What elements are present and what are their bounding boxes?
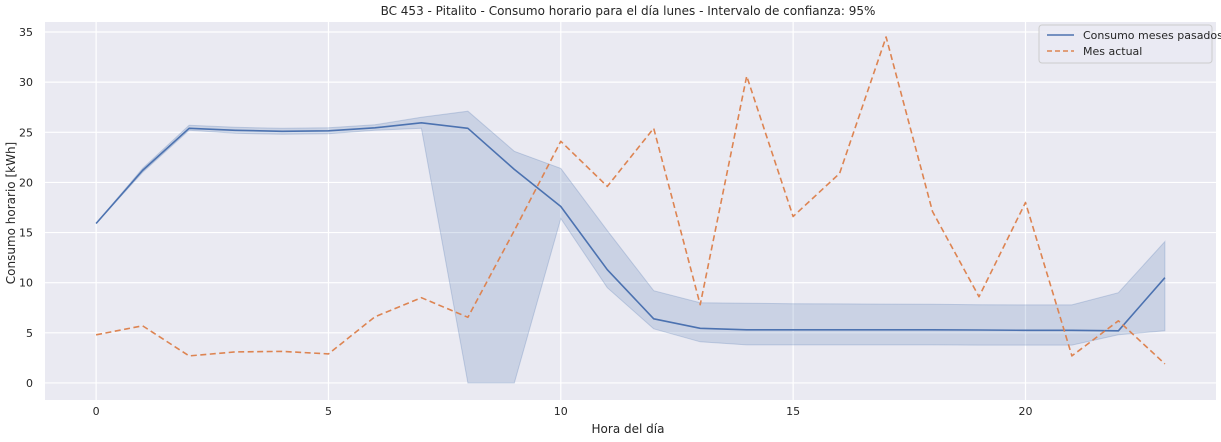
- x-tick-label: 20: [1018, 405, 1032, 418]
- legend-box: [1038, 24, 1213, 64]
- y-tick-label: 20: [19, 176, 33, 189]
- legend: Consumo meses pasados Mes actual: [1038, 24, 1221, 64]
- y-tick-label: 30: [19, 76, 33, 89]
- y-axis-label: Consumo horario [kWh]: [4, 142, 18, 284]
- x-tick-label: 10: [554, 405, 568, 418]
- series-line-mes-actual: [95, 36, 1166, 365]
- confidence-interval-area: [95, 110, 1166, 384]
- y-axis-ticks: 0 5 10 15 20 25 30 35: [19, 26, 33, 390]
- y-tick-label: 35: [19, 26, 33, 39]
- x-axis-label: Hora del día: [592, 422, 665, 436]
- x-tick-label: 15: [786, 405, 800, 418]
- y-tick-label: 10: [19, 277, 33, 290]
- series-line-consumo-meses-pasados: [95, 122, 1166, 332]
- y-tick-label: 25: [19, 126, 33, 139]
- y-tick-label: 0: [26, 377, 33, 390]
- grid-lines: [45, 22, 1216, 400]
- x-axis-ticks: 0 5 10 15 20: [93, 405, 1033, 418]
- y-tick-label: 5: [26, 327, 33, 340]
- legend-label-consumo-meses-pasados: Consumo meses pasados: [1083, 29, 1221, 42]
- y-tick-label: 15: [19, 227, 33, 240]
- series-lines: [95, 36, 1166, 365]
- x-tick-label: 0: [93, 405, 100, 418]
- legend-label-mes-actual: Mes actual: [1083, 45, 1142, 58]
- x-tick-label: 5: [325, 405, 332, 418]
- chart-title: BC 453 - Pitalito - Consumo horario para…: [381, 4, 876, 18]
- confidence-band: [95, 110, 1166, 384]
